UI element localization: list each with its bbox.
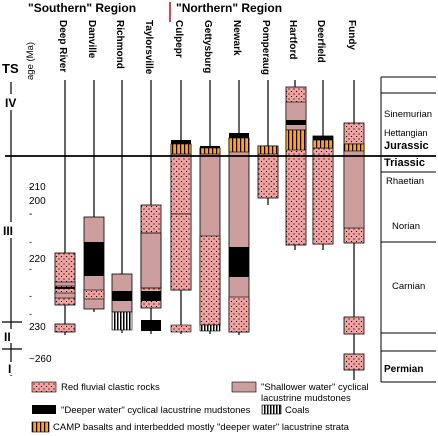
legend-label-camp: CAMP basalts and interbedded mostly "dee… [53,422,350,433]
red-fluvial-block [199,235,221,326]
ts-unit-i: I [8,362,11,376]
basin-label-taylorsville: Taylorsville [143,20,154,75]
tick-220: 220 [29,254,46,265]
stage-carnian: Carnian [392,281,425,292]
deep-block [112,291,132,301]
deep-block [84,242,104,276]
red-fluvial-block [343,353,365,371]
column-richmond [111,80,133,333]
camp-block [199,147,221,155]
red-fluvial-block [343,316,365,335]
column-culpepr [170,80,192,334]
northern-region-header: "Northern" Region [176,1,282,15]
basin-label-deerfield: Deerfield [315,20,326,63]
column-danville [83,80,105,312]
basin-label-deep-river: Deep River [57,20,68,72]
stage-hettangian: Hettangian [384,128,428,138]
southern-region-header: "Southern" Region [28,1,136,15]
basin-label-pomperaug: Pomperaug [260,20,271,75]
legend-label-shallow-2: lacustrine mudstones [261,393,351,404]
stage-rhaetian: Rhaetian [386,176,424,187]
ts-unit-ii: II [4,330,11,344]
red-fluvial-block [54,323,76,333]
legend-label-red: Red fluvial clastic rocks [61,382,160,393]
red-fluvial-block [83,289,105,300]
coal-block [111,311,133,331]
column-deep-river [54,80,76,335]
basin-label-fundy: Fundy [346,20,357,50]
red-fluvial-block [312,147,334,245]
stage-norian: Norian [392,221,420,232]
legend-swatch-red [31,381,57,393]
ts-unit-iii: III [3,224,13,238]
deep-block [229,247,249,277]
deep-block [141,291,161,301]
coal-block [199,324,221,332]
legend-swatch-deep [32,405,56,414]
red-fluvial-block [170,324,192,333]
svg-text:-: - [29,264,32,274]
column-hartford [285,80,307,250]
ts-unit-iv: IV [5,96,16,110]
svg-text:-: - [29,237,32,247]
column-deerfield [312,80,334,250]
ts-label: TS [2,61,19,76]
svg-text:-: - [29,291,32,301]
basin-label-newark: Newark [231,20,242,56]
column-pomperaug [257,80,279,205]
tick-210-mark: - [29,209,32,220]
camp-block [343,143,365,152]
shallow-block [140,232,162,289]
legend-swatch-camp [31,421,50,433]
deep-block [141,320,161,331]
age-axis-label: age (Ma) [25,42,36,80]
camp-block [312,139,334,149]
red-fluvial-block [170,213,192,291]
legend-swatch-coals [261,404,282,415]
tick-230: 230 [29,322,46,333]
system-jurassic: Jurassic [384,140,429,152]
column-taylorsville [140,80,162,334]
camp-block [228,137,250,153]
column-fundy [343,80,365,380]
column-newark [228,80,250,335]
deep-block [313,136,333,140]
tick-200: 200 [29,196,46,207]
stage-sinemurian: Sinemurian [384,109,432,120]
deep-block [286,120,306,125]
tick-210-label: 210 [29,182,46,193]
red-fluvial-block [228,296,250,333]
svg-text:-: - [29,309,32,319]
stage-column: Sinemurian Hettangian Jurassic Triassic … [380,76,436,383]
camp-block [285,129,307,151]
basin-label-richmond: Richmond [114,20,125,69]
legend-swatch-shallow [231,381,257,393]
basin-label-hartford: Hartford [287,20,298,59]
shallow-block [54,292,76,299]
camp-block [257,145,279,155]
legend: Red fluvial clastic rocks "Shallower wat… [31,381,369,433]
basin-label-culpepr: Culpepr [173,20,184,58]
system-triassic: Triassic [384,157,425,169]
tick-260: ~260 [29,354,52,365]
camp-block [170,143,192,155]
deep-block [55,287,75,289]
column-gettysburg [199,80,221,334]
shallow-block [285,101,307,131]
deep-block [171,140,191,144]
system-permian: Permian [384,364,423,375]
basin-label-gettysburg: Gettysburg [202,20,213,73]
red-fluvial-block [54,252,76,306]
svg-text:-: - [29,182,32,192]
deep-block [229,133,249,138]
legend-label-shallow-1: "Shallower water" cyclical [261,382,369,393]
basin-labels: Deep River Danville Richmond Taylorsvill… [57,20,357,75]
legend-label-coals: Coals [285,405,310,416]
red-fluvial-block [170,153,192,215]
legend-label-deep: "Deeper water" cyclical lacustrine mudst… [61,405,251,416]
shallow-block [54,281,76,287]
deep-block [200,146,220,148]
basin-label-danville: Danville [86,20,97,59]
